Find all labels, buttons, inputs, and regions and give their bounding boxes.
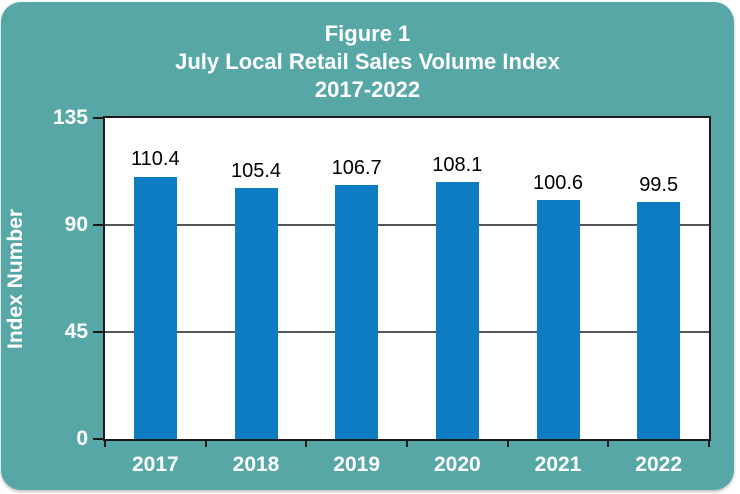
y-tick-label-45: 45 (64, 320, 88, 343)
x-category-label-2018: 2018 (232, 453, 280, 476)
bar-value-label-2017: 110.4 (131, 148, 180, 171)
plot-area: 110.4 105.4 106.7 108.1 100.6 99.5 (103, 116, 711, 441)
y-axis-title: Index Number (4, 208, 27, 350)
bar-2017 (133, 176, 177, 439)
y-tick-label-90: 90 (64, 213, 88, 236)
x-category-label-2022: 2022 (635, 453, 683, 476)
bar-value-label-2021: 100.6 (532, 171, 584, 194)
title-line-years: 2017-2022 (314, 77, 421, 102)
bar-value-label-2022: 99.5 (639, 174, 679, 197)
bar-2018 (234, 188, 278, 439)
title-line-figure: Figure 1 (324, 21, 411, 46)
bar-value-label-2018: 105.4 (230, 160, 282, 183)
title-line-name: July Local Retail Sales Volume Index (175, 49, 560, 74)
x-category-label-2021: 2021 (534, 453, 582, 476)
bar-2020 (435, 181, 479, 439)
bar-2022 (637, 202, 681, 439)
bar-value-label-2020: 108.1 (432, 153, 483, 176)
bar-value-label-2019: 106.7 (331, 157, 382, 180)
chart-title: Figure 1 July Local Retail Sales Volume … (1, 20, 734, 104)
gridline-45 (105, 331, 709, 333)
y-tick-mark-45 (93, 331, 103, 333)
y-tick-label-0: 0 (76, 427, 88, 450)
y-tick-label-135: 135 (52, 106, 88, 129)
x-tick-mark-5 (607, 439, 610, 447)
y-tick-mark-135 (93, 117, 103, 119)
x-tick-mark-6 (708, 439, 710, 447)
bar-2019 (335, 185, 379, 439)
gridline-90 (105, 224, 709, 226)
x-tick-mark-1 (204, 439, 207, 447)
x-tick-mark-2 (305, 439, 308, 447)
x-category-label-2020: 2020 (433, 453, 481, 476)
x-category-label-2019: 2019 (333, 453, 381, 476)
x-tick-mark-3 (406, 439, 408, 447)
y-tick-mark-0 (93, 438, 103, 440)
x-tick-mark-4 (506, 439, 509, 447)
bar-2021 (536, 199, 580, 439)
x-tick-mark-0 (104, 439, 106, 447)
x-category-label-2017: 2017 (131, 453, 179, 476)
y-tick-mark-90 (93, 224, 103, 226)
chart-card: Figure 1 July Local Retail Sales Volume … (1, 2, 734, 490)
